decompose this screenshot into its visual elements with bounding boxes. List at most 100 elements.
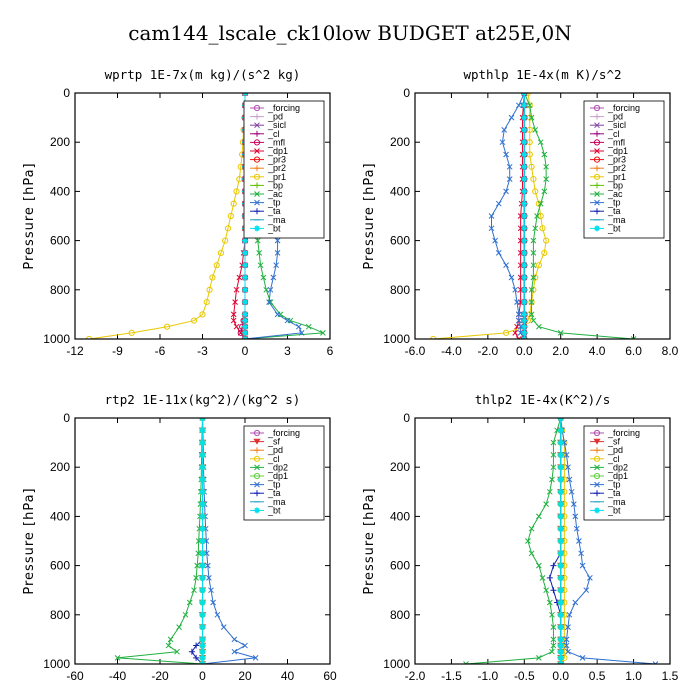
series-point-tp [242,642,248,649]
legend-entry: _dp1 [267,146,288,156]
series-point-tp [506,163,513,170]
y-tick-label: 200 [390,135,410,149]
series-point-dp2 [546,599,553,606]
series-point-tp [273,262,280,269]
x-tick-label: 0.5 [589,669,606,683]
series-point-dp2 [549,476,555,483]
series-point-ac [256,250,263,256]
series-point-tp [587,575,593,581]
series-point-tp [565,464,571,471]
series-point-bt [242,249,248,256]
legend-entry: _bt [607,505,621,515]
legend-marker [254,447,260,454]
series-point-tp [508,114,515,121]
series-point-ac [530,274,537,281]
series-point-bt [199,488,206,495]
panel-title: wprtp 1E-7x(m kg)/(s^2 kg) [105,67,301,82]
series-point-tp [501,127,508,133]
legend-marker [254,182,260,189]
legend-entry: _tp [607,480,621,490]
series-point-ac [528,114,535,121]
panel-title: wpthlp 1E-4x(m K)/s^2 [463,67,621,82]
series-point-tp [503,188,509,195]
legend-marker [594,130,600,137]
series-point-pr1 [199,311,206,318]
series-point-tp [512,286,519,293]
series-point-bt [521,188,528,195]
series-point-ac [630,336,637,339]
series-line-tp [491,93,525,339]
series-point-tp [295,323,302,330]
legend-marker [593,139,601,146]
series-point-tp [503,262,509,269]
y-tick-label: 1000 [383,657,410,671]
legend-entry: _forcing [607,103,640,113]
y-tick-label: 600 [390,559,410,573]
y-tick-label: 800 [50,283,70,297]
series-point-dp2 [194,562,201,569]
x-tick-label: -3 [197,344,208,358]
legend-entry: _mfl [607,137,625,147]
series-point-bt [557,427,564,434]
legend-entry: _bt [267,505,281,515]
series-point-tp [572,599,579,606]
series-point-dp2 [543,501,549,507]
series-point-pr1 [537,212,544,220]
series-point-bt [557,599,564,606]
legend-entry: _forcing [267,428,300,438]
legend-entry: _forcing [267,103,300,113]
legend-entry: _dp1 [607,146,628,156]
series-point-bt [521,262,528,269]
series-point-bt [199,574,206,581]
legend-entry: _tp [607,198,621,208]
series-point-ac [260,274,267,281]
y-tick-label: 800 [390,283,410,297]
series-point-pr1 [541,249,548,256]
x-tick-label: -20 [151,669,169,683]
legend-marker [594,113,600,120]
series-point-tp [495,250,502,256]
series-point-bt [557,648,564,655]
series-point-pr1 [532,188,539,195]
series-point-pr1 [128,329,135,336]
series-point-dp2 [186,599,193,606]
series-point-bt [242,317,248,324]
legend-entry: _ta [607,488,621,498]
series-point-ac [530,237,537,244]
series-point-bt [521,114,528,121]
series-point-bt [557,538,564,544]
y-axis-label: Pressure [hPa] [362,162,377,269]
x-tick-label: -40 [109,669,127,683]
series-point-tp [506,176,513,182]
plot-area [114,418,259,664]
series-point-bt [242,311,248,318]
legend-marker [594,507,600,514]
series-point-dp2 [550,439,557,446]
series-point-pr1 [233,188,240,195]
series-point-bt [521,274,528,281]
series-point-bt [521,225,528,232]
legend-marker [254,507,260,514]
series-point-ta [550,587,557,594]
legend-entry: _pr3 [267,155,286,165]
legend-entry: _bp [267,180,283,190]
y-tick-label: 800 [390,608,410,622]
series-point-bt [521,329,528,336]
series-point-dp1 [236,274,243,281]
series-point-dp2 [550,464,557,471]
series-point-dp2 [182,611,189,618]
series-point-tp [563,636,570,643]
legend-marker [253,455,261,462]
series-point-ac [530,250,537,256]
axes-frame [74,417,331,665]
series-point-pr1 [209,274,216,281]
series-point-ac [541,188,548,195]
legend-entry: _ta [607,206,621,216]
y-tick-label: 600 [50,559,70,573]
series-point-dp1 [515,336,522,339]
series-point-bt [199,611,206,618]
y-tick-label: 800 [50,608,70,622]
series-point-ac [528,311,535,318]
series-point-dp2 [167,636,174,643]
legend-entry: _ta [267,488,281,498]
